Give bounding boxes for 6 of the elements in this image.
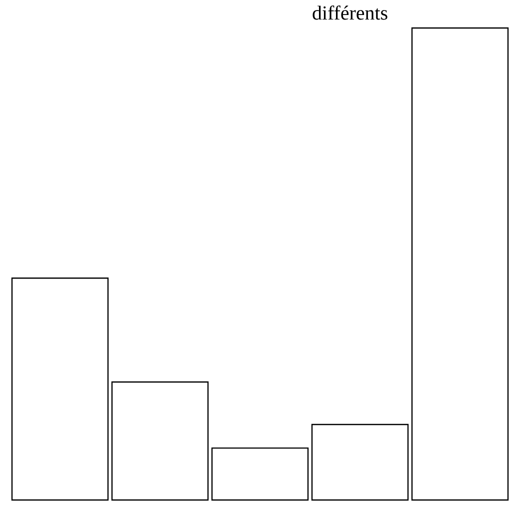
text: différents xyxy=(312,6,388,20)
bar xyxy=(211,447,309,501)
bar xyxy=(111,381,209,501)
bar xyxy=(11,278,109,501)
bar xyxy=(411,27,509,501)
bar xyxy=(311,424,409,501)
